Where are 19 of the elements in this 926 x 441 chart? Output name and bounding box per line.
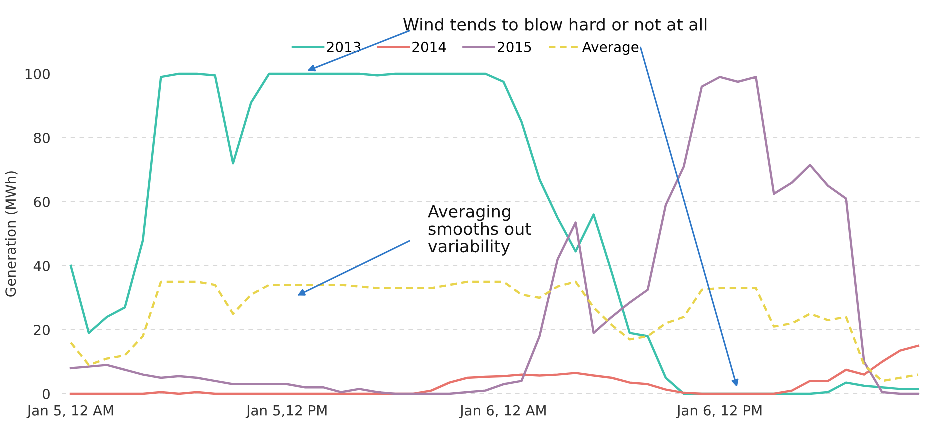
y-tick-label: 100 xyxy=(26,68,50,80)
line-series xyxy=(70,280,920,382)
legend-label: 2015 xyxy=(498,42,532,52)
legend-label: 2013 xyxy=(327,42,361,52)
x-tick-label: Jan 6, 12 AM xyxy=(459,405,546,418)
y-tick-label: 0 xyxy=(42,388,50,400)
annotation: Averaging smooths out variability xyxy=(428,205,532,256)
y-axis-title: Generation (MWh) xyxy=(5,172,18,297)
text: Wind tends to blow hard or not at all xyxy=(404,18,707,31)
y-tick-label: 60 xyxy=(34,196,50,208)
line-series xyxy=(70,344,920,396)
legend-label: Average xyxy=(582,42,639,56)
legend-label: 2014 xyxy=(412,42,446,52)
x-tick-label: Jan 5, 12 AM xyxy=(26,405,114,418)
x-tick-label: Jan 5,12 PM xyxy=(246,405,327,418)
x-tick-label: Jan 6, 12 PM xyxy=(676,405,762,418)
y-tick-label: 80 xyxy=(34,132,50,144)
y-tick-label: 40 xyxy=(34,260,50,272)
y-tick-label: 20 xyxy=(34,324,50,336)
